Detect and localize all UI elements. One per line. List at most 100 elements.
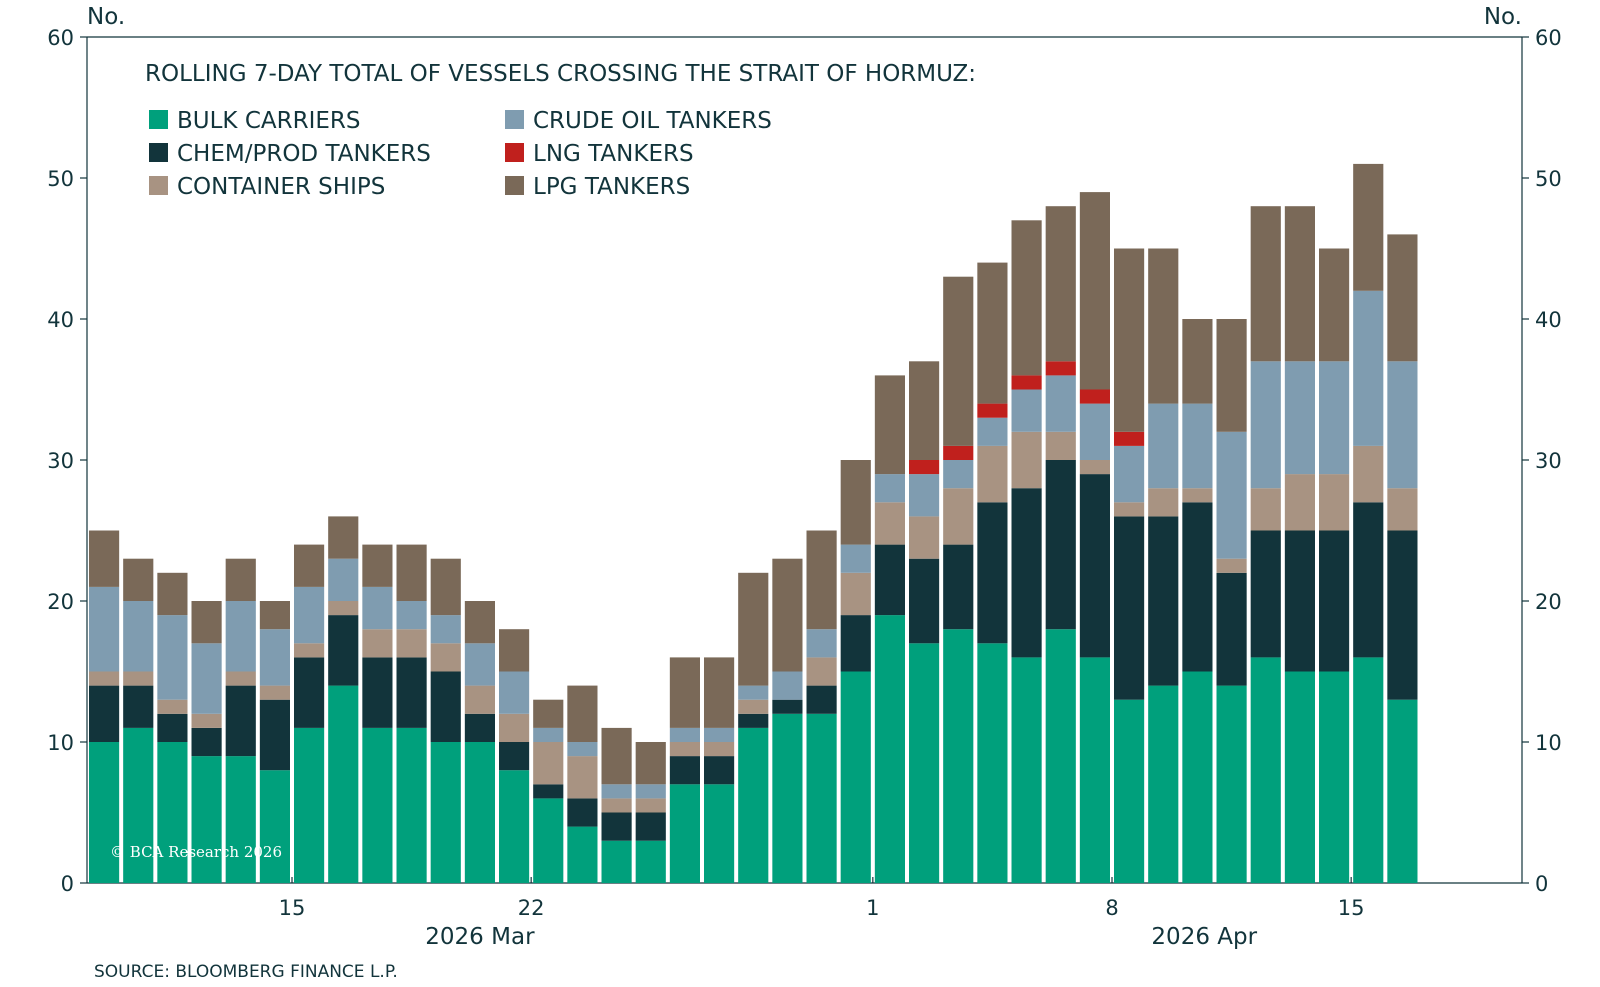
bar-segment — [806, 657, 837, 686]
bar-segment — [738, 685, 769, 700]
bar-stack — [1182, 319, 1213, 883]
bar-segment — [943, 488, 974, 545]
bar-segment — [1011, 657, 1042, 883]
bar-segment — [157, 615, 188, 700]
bar-segment — [909, 460, 940, 475]
bar-stack — [259, 601, 290, 883]
right-tick-label: 50 — [1535, 167, 1562, 191]
chart-labels: 15 22 1 8 15 2026 Mar 2026 Apr © BCA Research 2… — [110, 843, 1365, 950]
bar-segment — [635, 798, 666, 813]
bar-segment — [1011, 389, 1042, 432]
legend-swatch — [149, 143, 168, 162]
bar-segment — [362, 727, 393, 883]
bar-stack — [909, 361, 940, 883]
bar-segment — [1387, 530, 1418, 700]
bar-segment — [533, 699, 564, 728]
bar-segment — [464, 713, 495, 742]
bar-segment — [874, 474, 905, 503]
bar-segment — [1148, 488, 1179, 517]
bar-segment — [909, 643, 940, 883]
bar-segment — [909, 361, 940, 460]
bar-segment — [533, 727, 564, 742]
bar-segment — [977, 417, 1008, 446]
bar-segment — [1148, 516, 1179, 686]
bar-segment — [601, 727, 632, 785]
bar-segment — [533, 784, 564, 799]
bar-segment — [1079, 460, 1110, 475]
bar-stack — [328, 516, 359, 883]
bar-segment — [977, 445, 1008, 503]
bar-segment — [1319, 474, 1350, 531]
bar-stacks — [89, 163, 1418, 883]
bar-segment — [1216, 685, 1247, 883]
bar-segment — [1079, 403, 1110, 460]
bar-segment — [1353, 657, 1384, 883]
bar-segment — [772, 699, 803, 714]
bar-stack — [738, 572, 769, 883]
bar-segment — [430, 742, 461, 883]
bar-segment — [1387, 699, 1418, 883]
bar-segment — [1353, 502, 1384, 658]
bar-segment — [294, 544, 325, 587]
bar-segment — [225, 685, 256, 757]
bar-segment — [1045, 361, 1076, 376]
bar-segment — [635, 840, 666, 883]
bar-segment — [1353, 445, 1384, 503]
bar-segment — [772, 671, 803, 700]
bar-segment — [191, 601, 222, 644]
x-tick-label: 8 — [1105, 896, 1118, 920]
chart-title: ROLLING 7-DAY TOTAL OF VESSELS CROSSING … — [145, 61, 976, 87]
bar-segment — [396, 544, 427, 601]
bar-segment — [1250, 488, 1281, 531]
bar-segment — [430, 558, 461, 616]
bar-segment — [1182, 403, 1213, 489]
bar-segment — [1011, 431, 1042, 489]
legend-label: LPG TANKERS — [533, 174, 690, 200]
bar-segment — [396, 629, 427, 658]
bar-segment — [123, 727, 154, 883]
bar-segment — [601, 812, 632, 841]
bar-segment — [1045, 431, 1076, 460]
bar-segment — [1387, 361, 1418, 489]
bar-segment — [1353, 290, 1384, 446]
bar-segment — [669, 657, 700, 728]
bar-segment — [191, 727, 222, 757]
bar-segment — [977, 262, 1008, 404]
bar-segment — [1045, 206, 1076, 362]
bar-segment — [225, 671, 256, 686]
bar-segment — [601, 840, 632, 883]
legend-label: CONTAINER SHIPS — [177, 174, 385, 200]
bar-stack — [533, 699, 564, 883]
left-tick-label: 10 — [47, 731, 74, 755]
bar-segment — [1284, 671, 1315, 883]
bar-stack — [464, 601, 495, 883]
bar-segment — [874, 615, 905, 883]
bar-stack — [1319, 248, 1350, 883]
bar-segment — [1079, 474, 1110, 658]
bar-segment — [430, 643, 461, 672]
x-tick-label: 15 — [1338, 896, 1365, 920]
bar-segment — [840, 572, 871, 616]
bar-segment — [1114, 699, 1145, 883]
bar-stack — [669, 657, 700, 883]
bar-segment — [533, 742, 564, 785]
bar-segment — [1182, 502, 1213, 672]
bar-segment — [464, 643, 495, 686]
bar-segment — [499, 713, 530, 742]
left-tick-label: 30 — [47, 449, 74, 473]
bar-stack — [772, 558, 803, 883]
bar-stack — [1079, 192, 1110, 883]
bar-stack — [123, 558, 154, 883]
x-tick-label: 15 — [279, 896, 306, 920]
bar-segment — [909, 474, 940, 517]
bar-segment — [943, 445, 974, 460]
bar-segment — [225, 756, 256, 883]
bar-segment — [464, 601, 495, 644]
bar-segment — [943, 276, 974, 446]
bar-segment — [977, 403, 1008, 418]
bar-segment — [294, 657, 325, 728]
bar-segment — [362, 657, 393, 728]
month-label: 2026 Mar — [425, 924, 535, 950]
legend-label: BULK CARRIERS — [177, 108, 360, 134]
bar-segment — [840, 671, 871, 883]
